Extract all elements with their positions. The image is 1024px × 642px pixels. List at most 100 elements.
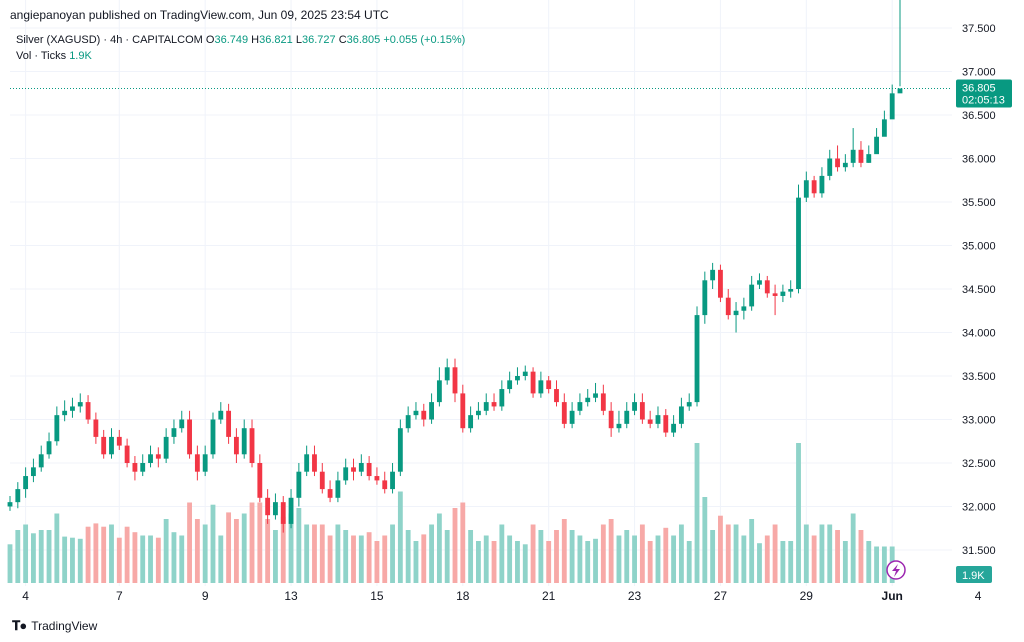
candle-body: [249, 428, 255, 463]
flash-icon[interactable]: [886, 560, 906, 580]
volume-bar: [593, 538, 598, 583]
candle-body: [530, 371, 536, 394]
bar-countdown: 02:05:13: [962, 94, 1005, 106]
volume-bar: [140, 535, 146, 583]
volume-bar: [718, 515, 723, 583]
volume-bar: [468, 530, 474, 583]
open-value: 36.749: [214, 34, 249, 46]
volume-bar: [390, 524, 395, 583]
candle-body: [273, 502, 278, 516]
volume-bar: [569, 530, 575, 583]
volume-bar: [249, 502, 255, 583]
volume-bar: [116, 537, 122, 583]
volume-bar: [460, 502, 466, 583]
price-tick-label: 32.000: [962, 502, 996, 514]
volume-bar: [788, 541, 794, 583]
candle-body: [608, 410, 614, 429]
candle-body: [624, 410, 630, 424]
time-tick-label: 9: [202, 589, 209, 603]
tradingview-brand[interactable]: 𝐓● TradingView: [12, 618, 97, 634]
candle-body: [265, 497, 271, 516]
volume-bar: [639, 524, 645, 583]
volume-bar: [710, 530, 716, 583]
symbol-label[interactable]: Silver (XAGUSD) · 4h · CAPITALCOM: [16, 34, 203, 46]
candle-body: [686, 402, 692, 407]
candle-body: [226, 410, 232, 437]
candle-body: [585, 397, 591, 403]
time-tick-label: 13: [284, 589, 298, 603]
volume-bar: [741, 535, 747, 583]
time-tick-label: Jun: [882, 589, 903, 603]
candle-body: [202, 454, 208, 472]
volume-bar: [499, 524, 505, 583]
price-tick-label: 35.000: [962, 241, 996, 253]
candle-body: [569, 410, 575, 424]
volume-bar: [405, 530, 411, 583]
volume-bar: [757, 543, 762, 583]
volume-bar: [835, 530, 840, 583]
candle-body: [491, 402, 497, 407]
candle-body: [444, 367, 450, 381]
candle-body: [23, 476, 29, 490]
candle-body: [538, 380, 544, 394]
volume-bar: [226, 512, 232, 583]
candle-body: [577, 402, 583, 411]
volume-bar: [702, 497, 708, 583]
volume-bar: [265, 519, 271, 583]
price-tick-label: 33.500: [962, 371, 996, 383]
volume-bar: [522, 544, 528, 583]
volume-bar: [491, 541, 497, 583]
candle-body: [15, 489, 21, 503]
volume-bar: [436, 513, 442, 583]
low-label: L: [295, 34, 302, 46]
volume-indicator-label[interactable]: Vol · Ticks: [16, 50, 67, 62]
volume-bar: [803, 524, 809, 583]
candle-body: [397, 428, 403, 472]
close-label: C: [338, 34, 347, 46]
candle-body: [678, 406, 684, 424]
volume-bar: [452, 508, 458, 583]
close-value: 36.805: [346, 34, 381, 46]
candle-body: [819, 175, 825, 194]
candle-body: [257, 463, 263, 498]
volume-bars: [7, 443, 895, 583]
time-tick-label: 7: [116, 589, 123, 603]
candle-body: [46, 441, 52, 455]
volume-bar: [194, 519, 200, 583]
candle-body: [515, 376, 520, 381]
volume-bar: [429, 524, 434, 583]
volume-bar: [335, 524, 341, 583]
volume-bar: [62, 536, 68, 583]
tradingview-logo-icon: 𝐓●: [12, 618, 27, 633]
candle-body: [702, 280, 708, 316]
candle-body: [710, 269, 716, 281]
volume-bar: [241, 513, 247, 583]
brand-text: TradingView: [31, 619, 98, 633]
candle-body: [101, 436, 107, 455]
volume-bar: [31, 533, 36, 583]
volume-bar: [38, 530, 44, 583]
volume-bar: [202, 524, 208, 583]
high-label: H: [251, 34, 260, 46]
volume-bar: [397, 491, 403, 583]
candle-body: [241, 428, 247, 455]
svg-text:1.9K: 1.9K: [962, 570, 985, 582]
candles: [7, 0, 903, 533]
candle-body: [889, 93, 895, 120]
volume-bar: [93, 523, 99, 583]
last-price-label: 36.805 02:05:13: [956, 79, 1012, 108]
price-tick-label: 34.500: [962, 284, 996, 296]
volume-bar: [382, 535, 388, 583]
candle-body: [132, 463, 138, 472]
candle-body: [764, 280, 770, 294]
candle-body: [483, 402, 489, 411]
candle-body: [476, 410, 481, 416]
price-axis: 37.500 37.000 36.500 36.000 35.500 35.000 34.5…: [962, 23, 996, 557]
open-label: O: [205, 34, 215, 46]
volume-bar: [881, 546, 887, 583]
volume-bar: [23, 524, 29, 583]
volume-bar: [421, 534, 427, 583]
candle-body: [757, 280, 762, 285]
candle-body: [835, 158, 840, 168]
